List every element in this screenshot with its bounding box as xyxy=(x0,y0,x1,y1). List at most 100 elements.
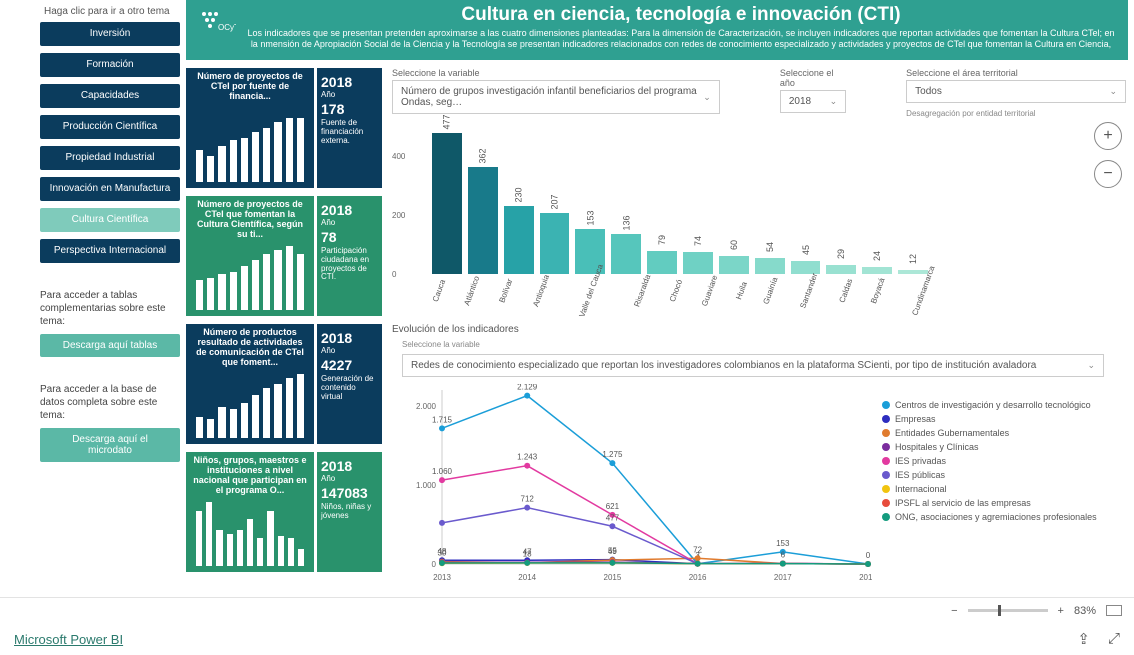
fit-to-page-icon[interactable] xyxy=(1106,605,1122,616)
legend-dot xyxy=(882,443,890,451)
bar-rect xyxy=(504,206,534,274)
nav-innovación-en-manufactura[interactable]: Innovación en Manufactura xyxy=(40,177,180,201)
bar-rect xyxy=(432,133,462,274)
sel-var-label: Seleccione la variable xyxy=(392,68,720,78)
zoom-percent: 83% xyxy=(1074,605,1096,617)
legend-dot xyxy=(882,499,890,507)
bar-rect xyxy=(468,167,498,274)
legend-label: Hospitales y Clínicas xyxy=(895,442,979,452)
y-tick: 200 xyxy=(392,211,405,220)
dl-button-1[interactable]: Descarga aquí el microdato xyxy=(40,428,180,462)
svg-text:1.275: 1.275 xyxy=(602,450,623,459)
sel-var-dropdown[interactable]: Número de grupos investigación infantil … xyxy=(392,80,720,114)
legend-item[interactable]: IPSFL al servicio de las empresas xyxy=(882,498,1097,508)
bar-category: Risaralda xyxy=(632,273,652,308)
zoom-plus[interactable]: + xyxy=(1058,605,1064,617)
bar-category: Cauca xyxy=(431,278,447,303)
tile-1[interactable]: Número de proyectos de CTeI que fomentan… xyxy=(186,196,382,316)
legend-dot xyxy=(882,513,890,521)
svg-text:6: 6 xyxy=(781,551,786,560)
chevron-down-icon: ⌄ xyxy=(703,92,711,103)
zoom-in-button[interactable]: + xyxy=(1094,122,1122,150)
tile-desc: Niños, niñas y jóvenes xyxy=(321,503,378,521)
sel-year-dropdown[interactable]: 2018⌄ xyxy=(780,90,846,113)
bar-category: Guainía xyxy=(762,276,780,305)
zoom-bar: − + 83% xyxy=(0,597,1134,623)
legend-item[interactable]: Internacional xyxy=(882,484,1097,494)
legend-item[interactable]: Centros de investigación y desarrollo te… xyxy=(882,400,1097,410)
svg-text:2.000: 2.000 xyxy=(416,402,437,411)
tile-title: Niños, grupos, maestros e instituciones … xyxy=(192,456,308,496)
legend-label: IES públicas xyxy=(895,470,945,480)
svg-text:0: 0 xyxy=(432,560,437,569)
legend-dot xyxy=(882,415,890,423)
fullscreen-icon[interactable]: ⤢ xyxy=(1108,630,1120,648)
legend-item[interactable]: Entidades Gubernamentales xyxy=(882,428,1097,438)
svg-text:30: 30 xyxy=(438,549,447,558)
bar-rect xyxy=(683,252,713,274)
legend-item[interactable]: Empresas xyxy=(882,414,1097,424)
bar-value: 153 xyxy=(585,210,595,225)
zoom-out-button[interactable]: − xyxy=(1094,160,1122,188)
legend-dot xyxy=(882,471,890,479)
share-icon[interactable]: ⇪ xyxy=(1077,630,1090,648)
y-tick: 400 xyxy=(392,152,405,161)
sel-area-dropdown[interactable]: Todos⌄ xyxy=(906,80,1126,103)
bar-rect xyxy=(791,261,821,274)
dl-button-0[interactable]: Descarga aquí tablas xyxy=(40,334,180,357)
bar-category: Boyacá xyxy=(869,277,887,305)
legend-dot xyxy=(882,401,890,409)
page-subtitle: Los indicadores que se presentan pretend… xyxy=(246,28,1116,51)
bar-value: 362 xyxy=(478,148,488,163)
nav-propiedad-industrial[interactable]: Propiedad Industrial xyxy=(40,146,180,170)
page-title: Cultura en ciencia, tecnología e innovac… xyxy=(246,4,1116,26)
powerbi-brand-link[interactable]: Microsoft Power BI xyxy=(14,632,123,647)
svg-text:2013: 2013 xyxy=(433,573,451,582)
nav-capacidades[interactable]: Capacidades xyxy=(40,84,180,108)
svg-text:153: 153 xyxy=(776,539,790,548)
bar-rect xyxy=(862,267,892,274)
chevron-down-icon: ⌄ xyxy=(830,96,838,107)
header: OCyT Cultura en ciencia, tecnología e in… xyxy=(186,0,1128,60)
legend-item[interactable]: ONG, asociaciones y agremiaciones profes… xyxy=(882,512,1097,522)
svg-text:OCyT: OCyT xyxy=(218,23,236,32)
zoom-minus[interactable]: − xyxy=(951,605,957,617)
dl-text-0: Para acceder a tablas complementarias so… xyxy=(40,289,180,328)
bar-value: 230 xyxy=(514,187,524,202)
y-tick: 0 xyxy=(392,270,396,279)
legend-item[interactable]: IES privadas xyxy=(882,456,1097,466)
sel-var-value: Número de grupos investigación infantil … xyxy=(401,86,697,108)
nav-perspectiva-internacional[interactable]: Perspectiva Internacional xyxy=(40,239,180,263)
tile-anio: Año xyxy=(321,346,378,355)
sel-area-label: Seleccione el área territorial xyxy=(906,68,1126,78)
legend-label: IPSFL al servicio de las empresas xyxy=(895,498,1031,508)
legend-dot xyxy=(882,429,890,437)
tile-3[interactable]: Niños, grupos, maestros e instituciones … xyxy=(186,452,382,572)
bar-category: Guaviare xyxy=(700,274,720,308)
line-chart: 01.0002.0002013201420152016201720181.715… xyxy=(402,384,872,584)
nav-cultura-científica[interactable]: Cultura Científica xyxy=(40,208,180,232)
nav-inversión[interactable]: Inversión xyxy=(40,22,180,46)
sel-year-label: Seleccione el año xyxy=(780,68,846,88)
legend-item[interactable]: IES públicas xyxy=(882,470,1097,480)
sel-evo-dropdown[interactable]: Redes de conocimiento especializado que … xyxy=(402,354,1104,377)
tile-0[interactable]: Número de proyectos de CTeI por fuente d… xyxy=(186,68,382,188)
svg-text:2016: 2016 xyxy=(689,573,707,582)
nav-formación[interactable]: Formación xyxy=(40,53,180,77)
svg-text:621: 621 xyxy=(606,502,620,511)
legend-item[interactable]: Hospitales y Clínicas xyxy=(882,442,1097,452)
bar-value: 12 xyxy=(908,254,918,264)
legend-dot xyxy=(882,485,890,493)
tile-value: 178 xyxy=(321,101,378,117)
svg-text:2014: 2014 xyxy=(518,573,536,582)
bar-rect xyxy=(611,234,641,274)
nav-producción-científica[interactable]: Producción Científica xyxy=(40,115,180,139)
svg-text:2018: 2018 xyxy=(859,573,872,582)
sel-area-value: Todos xyxy=(915,86,942,97)
legend-label: ONG, asociaciones y agremiaciones profes… xyxy=(895,512,1097,522)
zoom-slider[interactable] xyxy=(968,609,1048,612)
bar-rect xyxy=(826,265,856,274)
dl-text-1: Para acceder a la base de datos completa… xyxy=(40,383,180,422)
tile-2[interactable]: Número de productos resultado de activid… xyxy=(186,324,382,444)
bar-value: 60 xyxy=(729,240,739,250)
